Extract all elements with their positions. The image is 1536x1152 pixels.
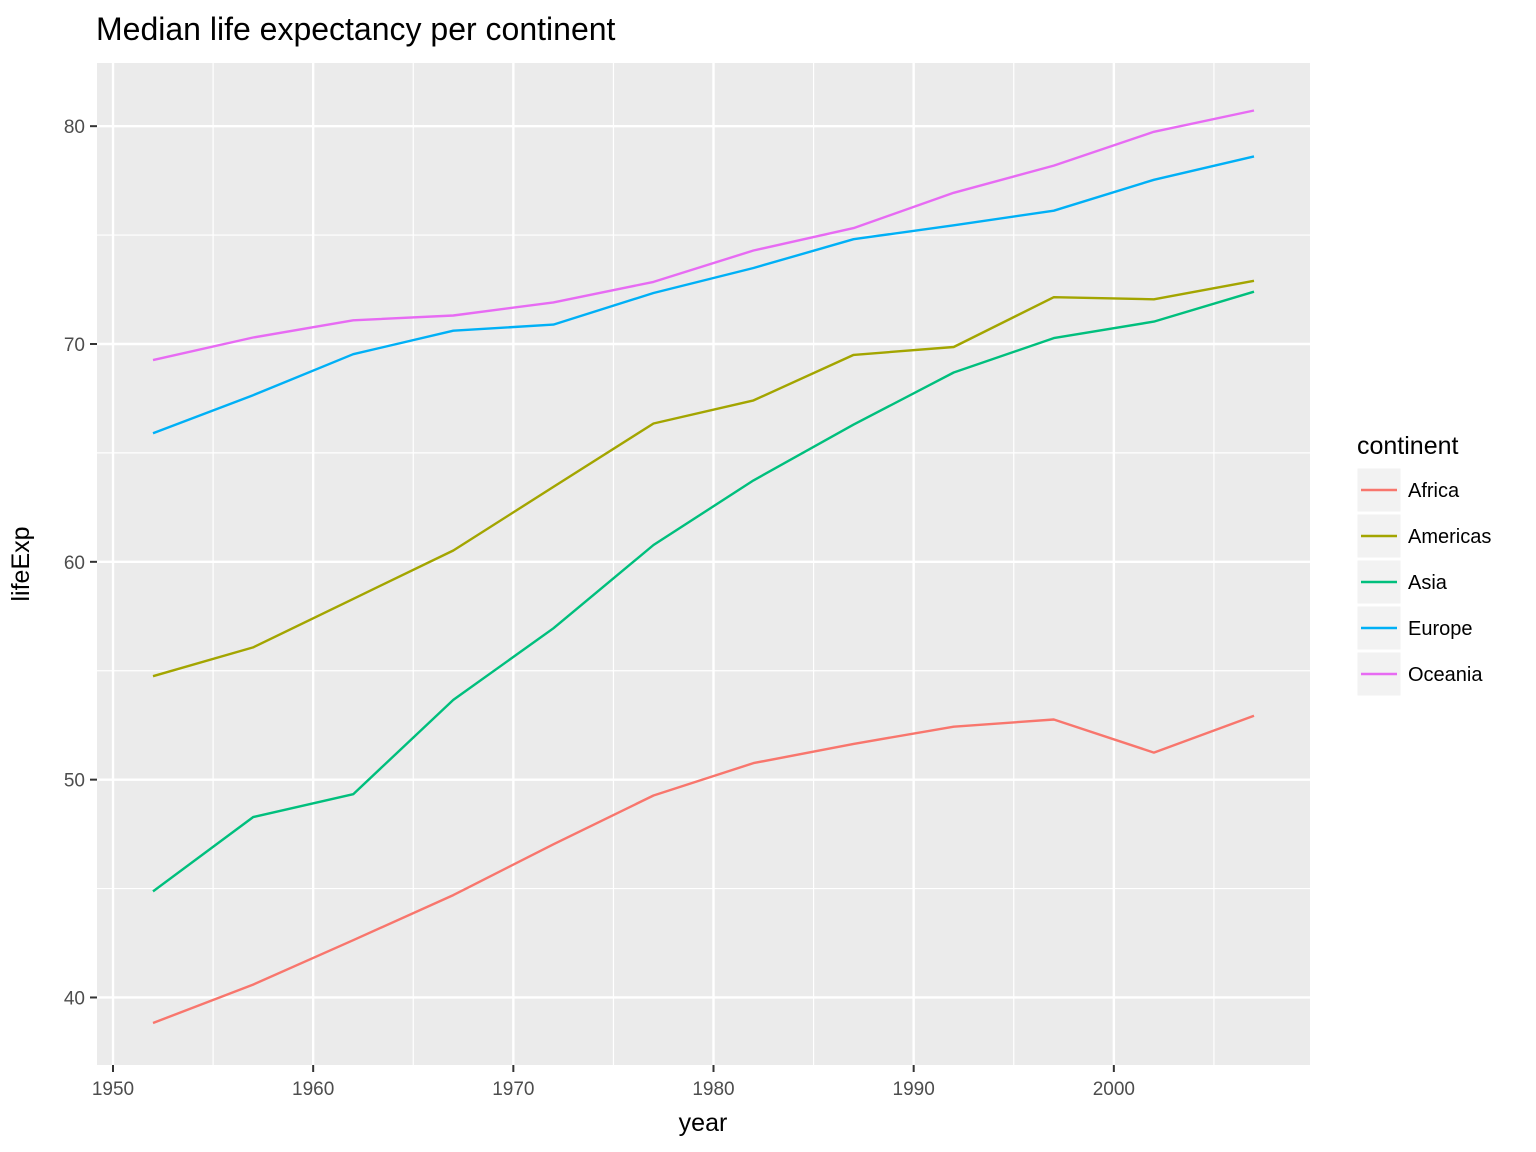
series-line-oceania (152, 109, 1255, 362)
legend-item-asia: Asia (1356, 559, 1448, 605)
legend-item-europe: Europe (1356, 605, 1473, 651)
x-tick-label: 1970 (492, 1079, 534, 1100)
series-line-europe (152, 155, 1255, 435)
legend: continent Africa Americas Asia Europe Oceani… (1356, 432, 1491, 697)
y-tick-label: 70 (64, 335, 85, 356)
y-axis-title: lifeExp (7, 526, 35, 601)
grid-minor (97, 63, 1310, 1065)
series-line-americas (152, 279, 1255, 678)
series-lines (152, 109, 1255, 1025)
y-tick-label: 50 (64, 771, 85, 792)
y-tick-label: 60 (64, 553, 85, 574)
legend-title: continent (1357, 432, 1459, 460)
legend-label: Europe (1408, 618, 1473, 640)
legend-label: Americas (1408, 526, 1491, 548)
y-tick-label: 80 (64, 117, 85, 138)
plot-panel (97, 63, 1310, 1065)
chart-title: Median life expectancy per continent (96, 11, 616, 47)
x-axis: 1950 1960 1970 1980 1990 2000 (92, 1065, 1135, 1100)
legend-label: Asia (1408, 572, 1448, 594)
x-tick-label: 1960 (292, 1079, 334, 1100)
series-line-africa (152, 714, 1255, 1025)
legend-item-americas: Americas (1356, 513, 1491, 559)
x-axis-title: year (679, 1109, 728, 1137)
series-line-asia (152, 290, 1255, 893)
legend-label: Africa (1408, 480, 1460, 502)
y-tick-label: 40 (64, 988, 85, 1009)
legend-label: Oceania (1408, 664, 1483, 686)
legend-item-africa: Africa (1356, 467, 1460, 513)
x-tick-label: 2000 (1093, 1079, 1135, 1100)
x-tick-label: 1950 (92, 1079, 134, 1100)
x-tick-label: 1980 (692, 1079, 734, 1100)
x-tick-label: 1990 (893, 1079, 935, 1100)
legend-item-oceania: Oceania (1356, 651, 1483, 697)
y-axis: 40 50 60 70 80 (64, 117, 97, 1009)
